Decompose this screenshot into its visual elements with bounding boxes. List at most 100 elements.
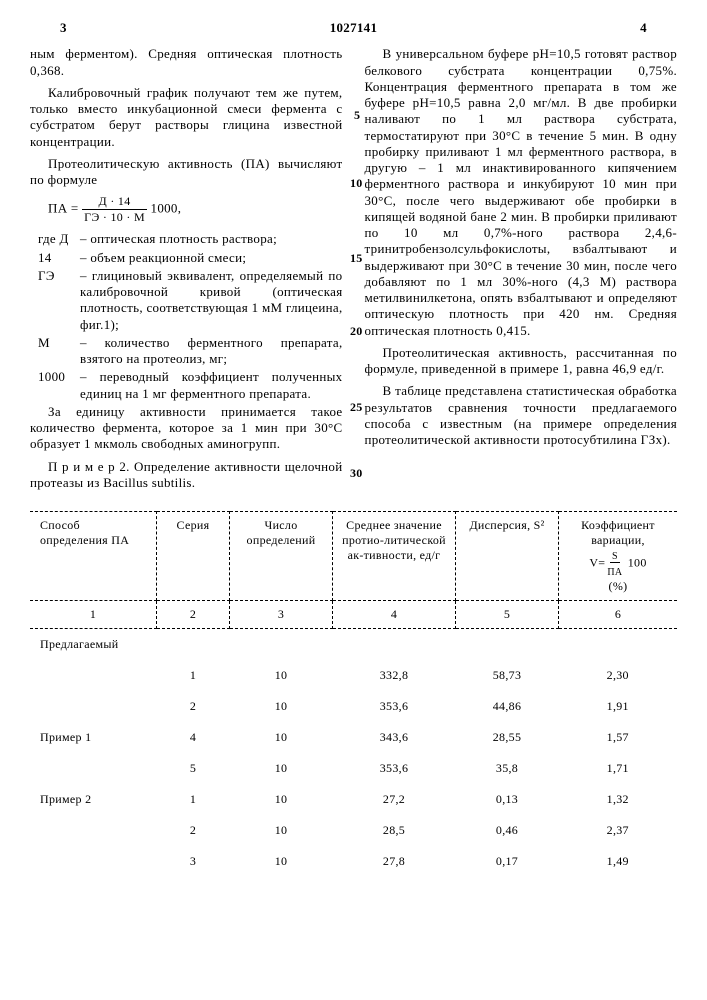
cell: 353,6: [333, 691, 456, 722]
th: Дисперсия, S²: [456, 512, 559, 601]
para: В универсальном буфере рН=10,5 готовят р…: [365, 46, 678, 339]
th: Способ определения ПА: [30, 512, 157, 601]
cell: 1,71: [559, 753, 678, 784]
table-row: 2 10 353,6 44,86 1,91: [30, 691, 677, 722]
formula-rhs: 1000,: [151, 201, 182, 216]
legend-key: 14: [38, 250, 80, 266]
cell: 2,37: [559, 815, 678, 846]
legend-val: – объем реакционной смеси;: [80, 250, 343, 266]
table-row: Предлагаемый: [30, 629, 677, 661]
table-row: Пример 1 4 10 343,6 28,55 1,57: [30, 722, 677, 753]
para: Протеолитическая активность, рассчитанна…: [365, 345, 678, 378]
cell: 0,46: [456, 815, 559, 846]
para: П р и м е р 2. Определение активности ще…: [30, 459, 343, 492]
cell: 5: [157, 753, 230, 784]
cell: 343,6: [333, 722, 456, 753]
legend-val: – количество ферментного препарата, взят…: [80, 335, 343, 368]
table-row: 5 10 353,6 35,8 1,71: [30, 753, 677, 784]
cell: 1,32: [559, 784, 678, 815]
formula-legend: где Д – оптическая плотность раствора; 1…: [38, 231, 343, 402]
legend-key: М: [38, 335, 80, 368]
cell: 1: [157, 784, 230, 815]
left-column: ным ферментом). Средняя оптическая плотн…: [30, 46, 343, 497]
col-num: 3: [230, 601, 333, 629]
cell: 10: [230, 691, 333, 722]
formula: ПА = Д · 14 ГЭ · 10 · М 1000,: [48, 194, 343, 225]
th: Среднее значение протио-литической ак-ти…: [333, 512, 456, 601]
cell: 44,86: [456, 691, 559, 722]
cell: [30, 660, 157, 691]
cell: 4: [157, 722, 230, 753]
col-num: 1: [30, 601, 157, 629]
cell: 2: [157, 691, 230, 722]
line-num: 5: [354, 108, 360, 123]
cell: 1,49: [559, 846, 678, 877]
denominator: ГЭ · 10 · М: [82, 210, 147, 225]
cell: 28,55: [456, 722, 559, 753]
cell: 27,8: [333, 846, 456, 877]
line-num: 10: [350, 176, 363, 191]
cell: 27,2: [333, 784, 456, 815]
legend-key: 1000: [38, 369, 80, 402]
cell: 10: [230, 660, 333, 691]
table-row: 3 10 27,8 0,17 1,49: [30, 846, 677, 877]
line-num: 25: [350, 400, 363, 415]
table-row: 1 10 332,8 58,73 2,30: [30, 660, 677, 691]
table-row: Пример 2 1 10 27,2 0,13 1,32: [30, 784, 677, 815]
col-num: 2: [157, 601, 230, 629]
page-header: 3 1027141 4: [30, 20, 677, 36]
cell: [30, 815, 157, 846]
doc-number: 1027141: [330, 20, 378, 36]
cell: 10: [230, 753, 333, 784]
cell: Пример 1: [30, 722, 157, 753]
th: Число определений: [230, 512, 333, 601]
th-text: Коэффициент вариации,: [581, 518, 655, 547]
cell: 1,57: [559, 722, 678, 753]
numerator: Д · 14: [82, 194, 147, 210]
group-label: Предлагаемый: [30, 629, 677, 661]
cell: 1: [157, 660, 230, 691]
line-num: 15: [350, 251, 363, 266]
cell: 28,5: [333, 815, 456, 846]
table-row: 2 10 28,5 0,46 2,37: [30, 815, 677, 846]
col-num: 4: [333, 601, 456, 629]
th-text: (%): [609, 579, 628, 593]
cell: Пример 2: [30, 784, 157, 815]
col-num: 6: [559, 601, 678, 629]
cell: 0,13: [456, 784, 559, 815]
cell: 0,17: [456, 846, 559, 877]
cell: 1,91: [559, 691, 678, 722]
th-text: 100: [624, 555, 646, 569]
cell: 10: [230, 784, 333, 815]
legend-key: где Д: [38, 231, 80, 247]
legend-val: – оптическая плотность раствора;: [80, 231, 343, 247]
th-text: V=: [589, 555, 605, 569]
legend-key: ГЭ: [38, 268, 80, 333]
right-column: В универсальном буфере рН=10,5 готовят р…: [365, 46, 678, 497]
formula-lhs: ПА =: [48, 201, 79, 216]
para: Калибровочный график получают тем же пут…: [30, 85, 343, 150]
cell: 10: [230, 846, 333, 877]
th: Коэффициент вариации, V=SПА 100 (%): [559, 512, 678, 601]
line-num: 30: [350, 466, 363, 481]
cell: 2: [157, 815, 230, 846]
legend-val: – глициновый эквивалент, определяемый по…: [80, 268, 343, 333]
cell: 2,30: [559, 660, 678, 691]
cell: 3: [157, 846, 230, 877]
para: За единицу активности принимается такое …: [30, 404, 343, 453]
line-num: 20: [350, 324, 363, 339]
cell: [30, 691, 157, 722]
cell: 10: [230, 722, 333, 753]
col-num: 5: [456, 601, 559, 629]
fraction: Д · 14 ГЭ · 10 · М: [82, 194, 147, 225]
page-right-num: 4: [640, 20, 647, 36]
para: В таблице представлена статистическая об…: [365, 383, 678, 448]
legend-val: – переводный коэффициент полученных един…: [80, 369, 343, 402]
denominator: ПА: [605, 567, 624, 578]
th: Серия: [157, 512, 230, 601]
results-table: Способ определения ПА Серия Число опреде…: [30, 511, 677, 877]
cell: 35,8: [456, 753, 559, 784]
cell: 332,8: [333, 660, 456, 691]
para: Протеолитическую активность (ПА) вычисля…: [30, 156, 343, 189]
page-left-num: 3: [60, 20, 67, 36]
